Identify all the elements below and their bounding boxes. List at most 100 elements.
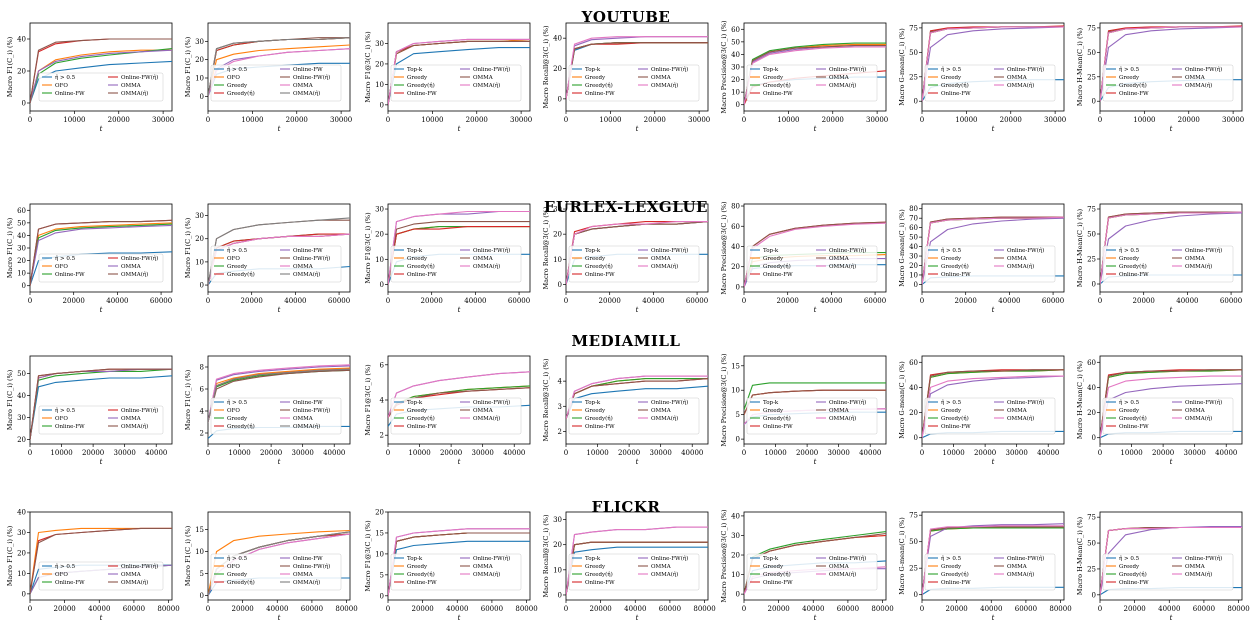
x-tick-label: 80000 [157,605,179,613]
legend-label: Online-FW [1119,91,1149,97]
x-tick-label: 30000 [650,449,672,457]
series-group [30,368,172,440]
series-line [922,216,1064,285]
x-axis-label: t [458,306,461,314]
y-tick-label: 25 [909,73,918,81]
legend-label: Online-FW [293,67,323,73]
x-tick-label: 40000 [284,297,306,305]
y-tick-label: 5 [736,411,740,419]
x-tick-label: 20000 [241,297,263,305]
y-tick-label: 0 [736,436,740,444]
x-tick-label: 40000 [1158,605,1180,613]
x-tick-label: 80000 [1227,605,1249,613]
x-tick-label: 60000 [864,297,886,305]
x-tick-label: 60000 [686,297,708,305]
y-tick-label: 30 [17,414,26,422]
y-tick-label: 20 [375,509,384,517]
legend-label: η̂ > 0.5 [55,256,76,262]
legend-label: Greedy(η̂) [227,579,255,586]
x-tick-label: 20000 [63,297,85,305]
y-axis-label: Macro F1@3(C_i) (%) [364,212,372,284]
y-tick-label: 10 [375,81,384,89]
series-line [30,375,172,440]
y-tick-label: 60 [731,26,740,34]
series-line [388,47,530,106]
y-axis-label: Macro F1(C_i) (%) [6,36,14,97]
legend-label: OFO [227,75,240,81]
y-tick-label: 0 [380,592,384,600]
series-line [208,529,350,596]
series-line [922,26,1064,102]
y-tick-label: 30 [731,532,740,540]
plot-frame [29,22,173,112]
x-tick-label: 60000 [1193,605,1215,613]
x-tick-label: 0 [28,116,32,124]
legend-box [390,245,522,283]
chart-panel: 0 10 20 30 40 50 60 0 20000 40000 60000 t Macro F1(C… [6,203,173,314]
series-group [30,38,172,104]
x-tick-label: 0 [742,605,746,613]
series-line [30,49,172,104]
legend-label: OMMA [473,75,494,81]
x-axis-label: t [278,614,281,622]
legend-label: Greedy [227,264,248,270]
x-tick-label: 30000 [1006,449,1028,457]
x-tick-label: 10000 [942,449,964,457]
legend-label: Greedy(η̂) [941,82,969,89]
y-tick-label: 30 [195,212,204,220]
y-tick-label: 30 [375,206,384,214]
x-tick-label: 40000 [464,297,486,305]
legend-label: Online-FW(η̂) [121,255,158,262]
legend-label: OMMA [829,75,850,81]
plot-frame [387,203,531,293]
legend-label: Online-FW(η̂) [473,555,510,562]
y-tick-label: 30 [553,206,562,214]
legend-label: Online-FW [763,580,793,586]
legend-label: OMMA [121,83,142,89]
series-line [208,368,350,423]
y-tick-label: 0 [558,95,562,103]
chart-panel: 0 25 50 75 0 20000 40000 60000 80000 t Macro G-mea… [898,511,1072,622]
x-axis-label: t [992,614,995,622]
x-tick-label: 0 [920,116,924,124]
y-tick-label: 25 [909,565,918,573]
x-tick-label: 40000 [145,449,167,457]
legend-label: Online-FW(η̂) [651,399,688,406]
chart-panel: 0 10 20 30 40 0 20000 40000 60000 80000 t Macro Pre… [720,509,894,622]
y-tick-label: 0 [914,591,918,599]
x-tick-label: 0 [1098,605,1102,613]
legend-label: Greedy [407,75,428,81]
series-line [30,60,172,104]
plot-frame [743,203,887,293]
y-tick-label: 80 [909,205,918,213]
plot-frame [743,511,887,601]
legend-box [746,553,878,591]
plot-frame [565,355,709,445]
x-axis-label: t [278,306,281,314]
y-axis-label: Macro G-mean(C_i) (%) [898,361,906,439]
legend-label: Online-FW(η̂) [651,66,688,73]
legend-label: OMMA(η̂) [829,415,856,422]
chart-panel: 0 25 50 75 0 20000 40000 60000 80000 t Macro H-Mea… [1076,511,1250,622]
legend-label: Online-FW(η̂) [1007,66,1044,73]
legend: η̂ > 0.5 OFO Online-FW Online-FW(η̂) OMMAOMM… [38,72,164,102]
y-tick-label: 8 [200,364,204,372]
x-axis-label: t [100,458,103,466]
legend-label: Greedy [763,408,784,414]
x-tick-label: 30000 [1044,116,1066,124]
y-tick-label: 5 [380,571,384,579]
legend-label: Greedy(η̂) [763,263,791,270]
legend-label: Online-FW(η̂) [829,247,866,254]
x-axis-label: t [1170,614,1173,622]
legend-label: OMMA [1007,408,1028,414]
legend-box [1102,397,1234,435]
x-tick-label: 0 [206,116,210,124]
y-tick-label: 5 [200,570,204,578]
legend-label: Online-FW(η̂) [293,563,330,570]
legend-label: OMMA(η̂) [293,90,320,97]
